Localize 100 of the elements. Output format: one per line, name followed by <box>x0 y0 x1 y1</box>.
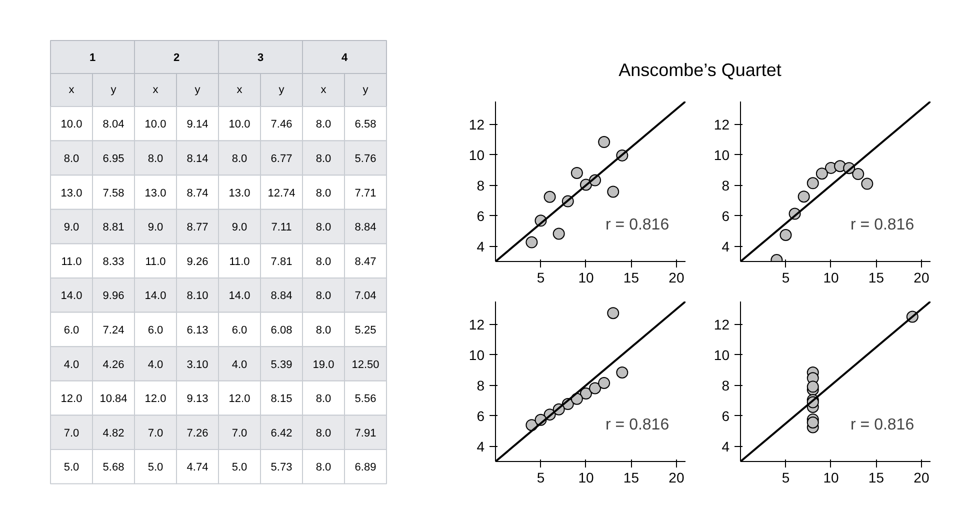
data-label: 9.0 <box>64 222 80 234</box>
data-label: 10.0 <box>60 118 82 131</box>
y-tick-label: 12 <box>714 316 730 332</box>
data-label: 12.74 <box>268 187 296 200</box>
data-label: 8.10 <box>186 290 208 302</box>
data-label: 6.13 <box>186 324 208 336</box>
data-label: 14.0 <box>228 290 250 302</box>
annotation: r = 0.816 <box>850 416 914 434</box>
data-label: 8.0 <box>316 118 332 131</box>
data-label: 8.0 <box>316 427 332 440</box>
data-label: 8.15 <box>270 393 292 406</box>
data-label: 7.71 <box>354 187 376 200</box>
data-label: 12.0 <box>60 393 82 406</box>
x-tick-label: 20 <box>668 270 684 286</box>
data-label: 5.76 <box>354 152 376 165</box>
data-label: 8.0 <box>316 290 332 302</box>
data-label: 7.04 <box>354 290 376 302</box>
data-label: 8.14 <box>186 152 208 165</box>
data-label: 7.0 <box>232 427 248 440</box>
text: 2 <box>173 52 180 64</box>
x-tick-label: 15 <box>623 270 640 286</box>
x-tick-label: 15 <box>868 270 884 286</box>
y-tick-label: 4 <box>722 438 730 454</box>
chart-title: Anscombe’s Quartet <box>618 59 782 82</box>
data-label: 5.68 <box>102 462 124 474</box>
x-tick-label: 10 <box>578 270 594 286</box>
y-tick-label: 10 <box>714 346 730 363</box>
text: 1 <box>89 52 96 64</box>
data-label: 9.96 <box>102 290 124 302</box>
data-label: 10.0 <box>144 118 166 131</box>
y-tick-label: 8 <box>476 377 485 394</box>
annotation: r = 0.816 <box>850 216 914 234</box>
data-label: 8.47 <box>354 256 376 268</box>
data-label: 6.0 <box>232 324 248 336</box>
data-label: 14.0 <box>144 290 166 302</box>
y-tick-label: 4 <box>476 238 485 254</box>
data-label: 4.74 <box>186 462 208 474</box>
data-label: 5.56 <box>354 393 376 406</box>
data-label: 7.0 <box>148 427 164 440</box>
data-label: 8.0 <box>316 152 332 165</box>
data-label: 6.58 <box>354 118 376 131</box>
data-label: 4.26 <box>102 358 124 371</box>
data-label: 8.0 <box>316 187 332 200</box>
x-tick-label: y <box>278 84 285 96</box>
text: 4 <box>341 52 348 64</box>
text: 3 <box>257 52 264 64</box>
y-tick-label: 10 <box>468 146 485 163</box>
x-tick-label: y <box>110 84 117 96</box>
y-tick-label: 12 <box>468 316 485 332</box>
data-label: 5.39 <box>270 358 292 371</box>
x-tick-label: 20 <box>914 270 930 286</box>
data-label: 4.0 <box>64 358 80 371</box>
data-label: 10.84 <box>100 393 128 406</box>
y-tick-label: 6 <box>722 208 730 224</box>
y-tick-label: 10 <box>468 346 485 363</box>
data-label: 4.0 <box>232 358 248 371</box>
x-tick-label: 15 <box>623 470 640 486</box>
x-tick-label: 20 <box>668 470 684 486</box>
x-tick-label: x <box>152 84 159 96</box>
data-label: 5.73 <box>270 462 292 474</box>
data-label: 12.50 <box>352 358 380 371</box>
data-label: 9.13 <box>186 393 208 406</box>
x-tick-label: 5 <box>536 270 545 286</box>
data-label: 8.81 <box>102 222 124 234</box>
data-label: 8.0 <box>148 152 164 165</box>
y-tick-label: 4 <box>476 438 485 454</box>
data-label: 19.0 <box>312 358 334 371</box>
data-label: 13.0 <box>60 187 82 200</box>
data-label: 6.0 <box>148 324 164 336</box>
annotation: r = 0.816 <box>606 216 670 234</box>
data-label: 8.74 <box>186 187 208 200</box>
x-tick-label: x <box>68 84 75 96</box>
data-label: 12.0 <box>144 393 166 406</box>
y-tick-label: 6 <box>476 208 485 224</box>
y-tick-label: 4 <box>722 238 730 254</box>
x-tick-label: 20 <box>914 470 930 486</box>
data-label: 8.0 <box>316 393 332 406</box>
annotation: r = 0.816 <box>606 416 670 434</box>
data-label: 13.0 <box>228 187 250 200</box>
data-label: 12.0 <box>228 393 250 406</box>
x-tick-label: x <box>320 84 327 96</box>
data-label: 7.46 <box>270 118 292 131</box>
data-label: 8.84 <box>270 290 292 302</box>
data-label: 5.0 <box>148 462 164 474</box>
data-label: 5.0 <box>232 462 248 474</box>
data-label: 10.0 <box>228 118 250 131</box>
data-label: 14.0 <box>60 290 82 302</box>
y-tick-label: 8 <box>476 177 485 194</box>
y-tick-label: 6 <box>722 408 730 424</box>
x-tick-label: y <box>362 84 369 96</box>
data-label: 8.77 <box>186 222 208 234</box>
x-tick-label: 5 <box>782 270 790 286</box>
x-tick-label: 10 <box>823 270 839 286</box>
data-label: 8.33 <box>102 256 124 268</box>
data-label: 4.0 <box>148 358 164 371</box>
data-label: 9.14 <box>186 118 208 131</box>
data-label: 4.82 <box>102 427 124 440</box>
x-tick-label: 10 <box>823 470 839 486</box>
x-tick-label: 5 <box>536 470 545 486</box>
data-label: 6.0 <box>64 324 80 336</box>
